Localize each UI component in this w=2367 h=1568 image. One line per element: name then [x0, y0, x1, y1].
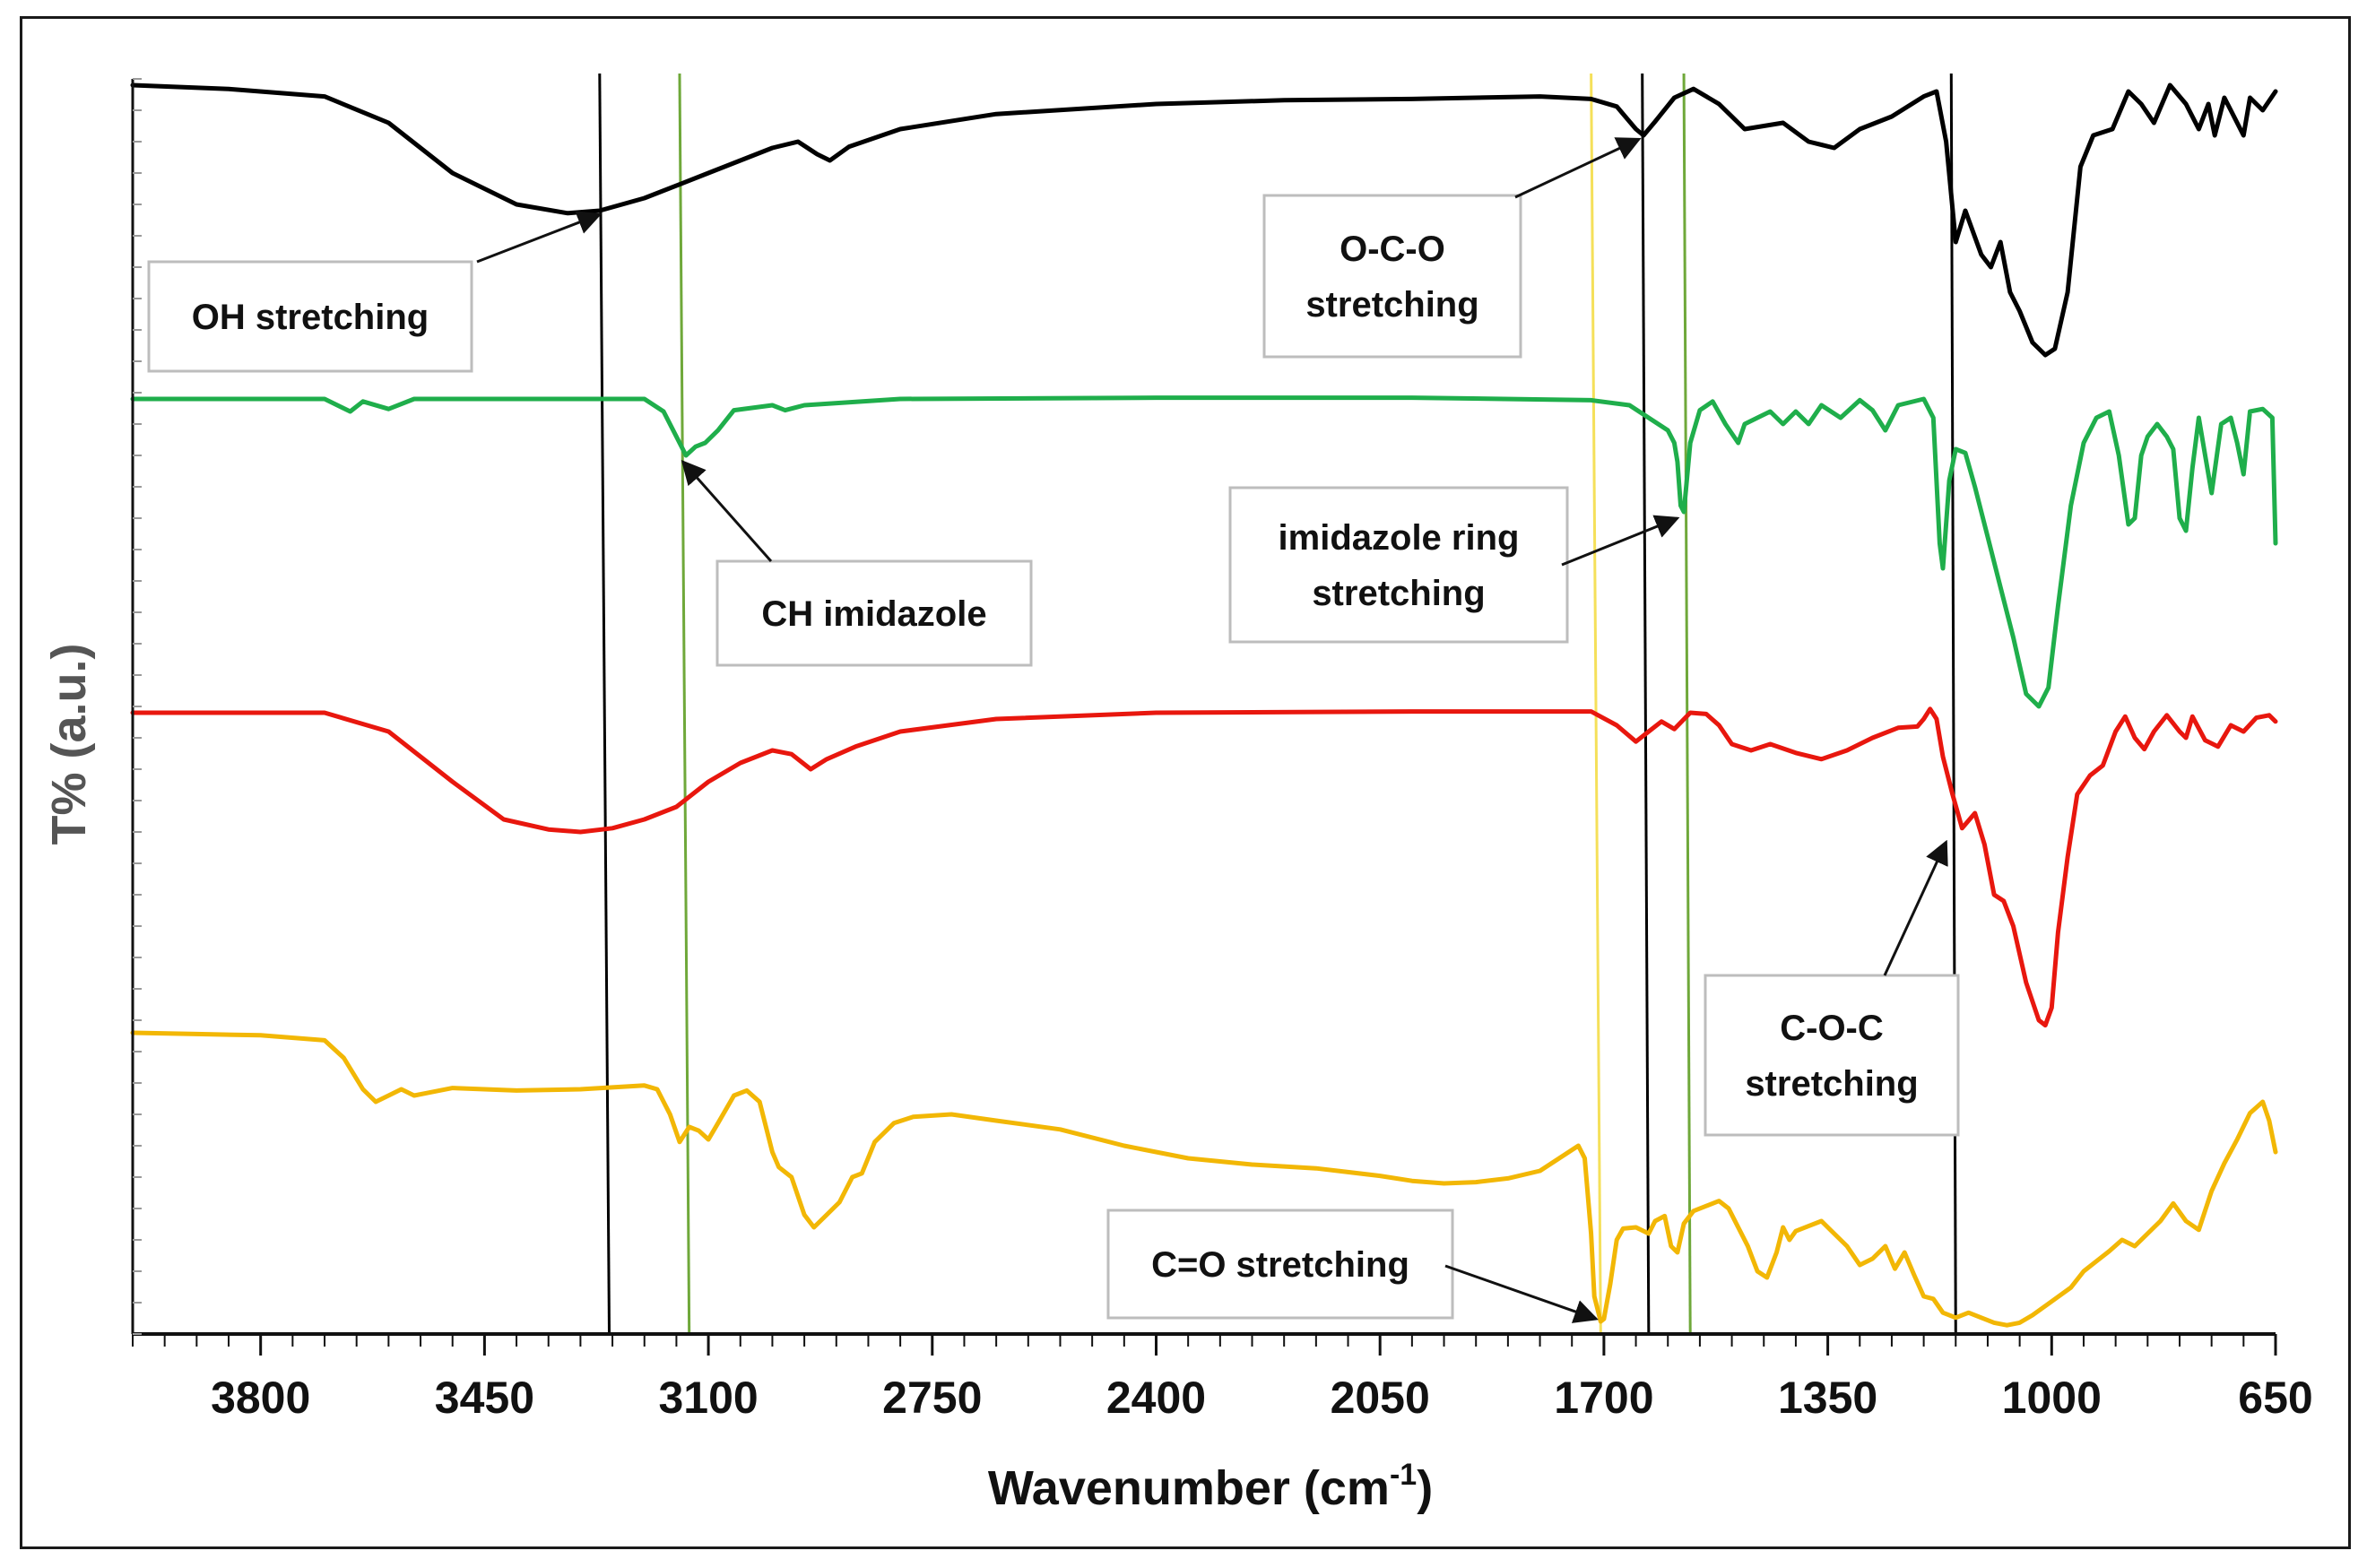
- annotation-label: C=O stretching: [1151, 1245, 1409, 1285]
- series-line-green: [130, 395, 2278, 709]
- annotation-label: stretching: [1745, 1064, 1918, 1104]
- annotation-arrow: [476, 211, 603, 264]
- x-tick-label: 650: [2238, 1373, 2312, 1423]
- series-line-black: [130, 82, 2278, 358]
- reference-line: [1590, 73, 1602, 1335]
- annotation-label: C-O-C: [1780, 1009, 1884, 1048]
- annotation-arrow: [1514, 137, 1642, 199]
- x-tick-label: 2400: [1106, 1373, 1206, 1423]
- x-tick-label: 1350: [1778, 1373, 1877, 1423]
- annotation: OH stretching: [147, 211, 603, 373]
- x-tick-label: 1700: [1554, 1373, 1653, 1423]
- annotation-box: [1228, 486, 1569, 644]
- x-tick-label: 2750: [882, 1373, 982, 1423]
- reference-line: [598, 73, 611, 1335]
- annotation-label: stretching: [1312, 574, 1485, 613]
- x-tick-label: 3450: [435, 1373, 534, 1423]
- reference-lines: [598, 73, 1957, 1335]
- annotation-arrow: [1561, 515, 1680, 567]
- x-axis-title-suffix: ): [1417, 1461, 1433, 1515]
- annotation: O-C-O stretching: [1262, 137, 1642, 359]
- reference-line: [1641, 73, 1651, 1335]
- annotation-arrow: [1883, 839, 1948, 976]
- annotation-label: O-C-O: [1340, 230, 1445, 269]
- annotation: C=O stretching: [1106, 1208, 1599, 1323]
- annotation-label: stretching: [1305, 285, 1478, 325]
- axes: 3800 3450 3100 2750 2400 2050 1700 1350 1000 650: [131, 78, 2313, 1423]
- x-tick-label: 3100: [658, 1373, 758, 1423]
- x-axis-title-main: Wavenumber (cm: [988, 1461, 1390, 1515]
- annotation-label: imidazole ring: [1279, 518, 1520, 558]
- annotation-label: OH stretching: [192, 298, 429, 337]
- reference-line: [678, 73, 691, 1335]
- annotation: CH imidazole: [681, 459, 1033, 667]
- y-axis-title: T% (a.u.): [42, 644, 96, 845]
- annotation-arrow: [1444, 1264, 1599, 1323]
- annotation-box: [1106, 1208, 1454, 1320]
- series-line-red: [130, 706, 2278, 1028]
- x-axis-title-superscript: -1: [1390, 1458, 1417, 1492]
- annotations: OH stretching CH imidazole O-C-O stretching…: [147, 137, 1960, 1323]
- spectra-series: [130, 82, 2278, 1328]
- x-tick-label: 1000: [2002, 1373, 2102, 1423]
- figure-frame: [20, 16, 2351, 1549]
- x-tick-labels: 3800 3450 3100 2750 2400 2050 1700 1350 1000 650: [211, 1373, 2313, 1423]
- x-tick-label: 3800: [211, 1373, 310, 1423]
- x-tick-label: 2050: [1331, 1373, 1430, 1423]
- annotation: imidazole ring stretching: [1228, 486, 1680, 644]
- annotation: C-O-C stretching: [1704, 839, 1960, 1137]
- y-minor-ticks: [133, 78, 142, 1335]
- annotation-box: [1704, 974, 1960, 1137]
- annotation-box: [1262, 194, 1522, 359]
- annotation-box: [147, 260, 473, 373]
- annotation-label: CH imidazole: [761, 594, 986, 634]
- reference-line: [1949, 73, 1957, 1335]
- annotation-box: [715, 559, 1033, 667]
- series-line-yellow: [130, 1030, 2278, 1328]
- annotation-arrow: [681, 459, 773, 562]
- reference-line: [1682, 73, 1692, 1335]
- x-axis-title: Wavenumber (cm-1): [988, 1458, 1433, 1515]
- x-minor-ticks: [132, 1334, 2277, 1356]
